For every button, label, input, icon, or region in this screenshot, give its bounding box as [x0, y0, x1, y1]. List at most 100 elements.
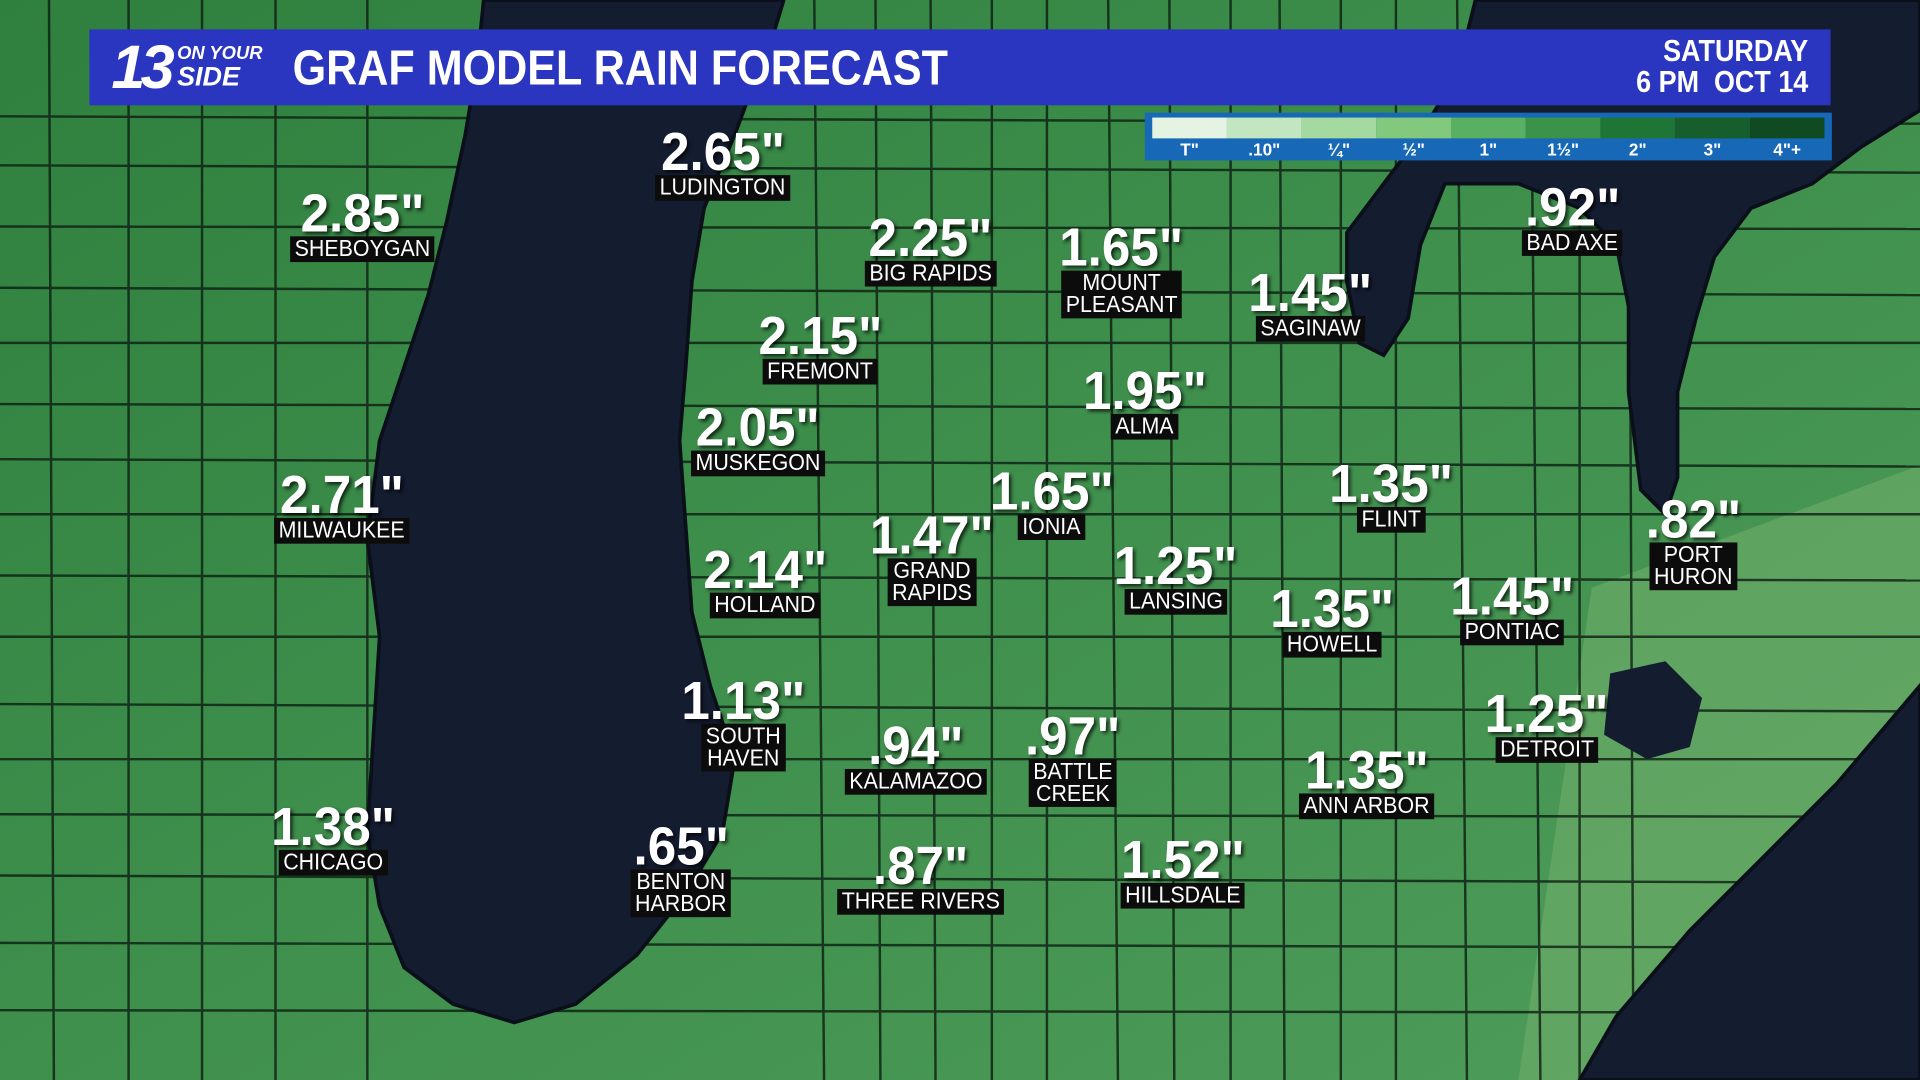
location-label: 1.45" SAGINAW	[1245, 263, 1375, 342]
city-name: SOUTH HAVEN	[701, 723, 786, 772]
legend-swatch	[1451, 117, 1526, 139]
rainfall-value: 2.14"	[703, 540, 828, 601]
legend-label: ½"	[1402, 139, 1425, 160]
rainfall-value: 1.25"	[1484, 684, 1609, 745]
lake-st-clair	[1604, 661, 1703, 760]
rainfall-value: .87"	[873, 836, 969, 897]
location-label: 1.35" FLINT	[1326, 454, 1456, 533]
rainfall-value: 1.35"	[1270, 579, 1395, 640]
logo-tagline: SIDE	[177, 61, 240, 92]
legend-swatch	[1376, 117, 1452, 139]
rainfall-value: 2.85"	[300, 183, 425, 244]
county-line	[0, 941, 1920, 949]
city-name: MILWAUKEE	[274, 517, 410, 544]
city-name: BENTON HARBOR	[630, 869, 732, 918]
city-name: IONIA	[1018, 514, 1086, 541]
location-label: 2.14" HOLLAND	[700, 540, 830, 619]
rain-legend: T" .10" ¼" ½" 1" 1½" 2" 3" 4"+	[1144, 112, 1832, 161]
city-name: BIG RAPIDS	[864, 260, 997, 287]
city-name: FLINT	[1356, 506, 1426, 533]
county-line	[0, 874, 1920, 885]
station-logo: 13 ON YOUR SIDE	[111, 34, 262, 100]
location-label: 1.45" PONTIAC	[1447, 570, 1577, 646]
county-line	[0, 702, 1920, 713]
rainfall-value: 1.13"	[681, 671, 806, 732]
city-name: DETROIT	[1495, 737, 1598, 763]
location-label: 1.35" HOWELL	[1267, 579, 1397, 658]
location-label: 1.38" CHICAGO	[268, 797, 398, 876]
rainfall-value: 2.15"	[758, 306, 883, 367]
logo-number: 13	[111, 33, 174, 102]
legend-label: 2"	[1628, 139, 1647, 160]
rainfall-value: .94"	[868, 716, 964, 777]
county-line	[0, 813, 1920, 818]
legend-swatch	[1226, 117, 1302, 139]
legend-swatch	[1525, 117, 1601, 139]
legend-label: T"	[1180, 139, 1199, 160]
county-line	[813, 0, 826, 1080]
rainfall-value: 1.47"	[869, 505, 994, 566]
city-name: MOUNT PLEASANT	[1061, 270, 1183, 319]
rainfall-value: 1.65"	[1059, 217, 1184, 278]
city-name: HOWELL	[1282, 631, 1382, 658]
rainfall-value: 2.71"	[279, 465, 404, 526]
location-label: 1.47" GRAND RAPIDS	[867, 505, 997, 607]
location-label: 2.25" BIG RAPIDS	[859, 211, 1002, 287]
city-name: CHICAGO	[278, 849, 388, 876]
location-label: 2.71" MILWAUKEE	[268, 465, 415, 544]
rainfall-value: 1.65"	[989, 461, 1114, 522]
location-label: .87" THREE RIVERS	[830, 836, 1012, 915]
location-label: 1.65" IONIA	[987, 461, 1117, 541]
city-name: PORT HURON	[1649, 542, 1738, 591]
rainfall-value: .65"	[633, 816, 729, 877]
city-name: SHEBOYGAN	[290, 236, 435, 263]
location-label: .82" PORT HURON	[1643, 489, 1743, 591]
location-label: .97" BATTLE CREEK	[1022, 710, 1122, 807]
county-line	[1278, 0, 1286, 1080]
location-label: 1.95" ALMA	[1080, 361, 1210, 440]
rainfall-value: 1.35"	[1329, 454, 1453, 515]
city-name: KALAMAZOO	[844, 768, 988, 795]
rainfall-value: .82"	[1645, 489, 1742, 550]
city-name: ANN ARBOR	[1298, 793, 1435, 820]
rainfall-value: .92"	[1524, 177, 1620, 238]
location-label: 1.35" ANN ARBOR	[1293, 744, 1440, 820]
legend-swatch	[1301, 117, 1377, 139]
city-name: BAD AXE	[1521, 230, 1623, 256]
legend-label: 1½"	[1547, 139, 1580, 160]
county-line	[0, 286, 1920, 297]
city-name: LUDINGTON	[655, 175, 790, 201]
location-label: .92" BAD AXE	[1518, 181, 1627, 256]
rainfall-value: 1.95"	[1082, 361, 1207, 422]
legend-swatch	[1600, 117, 1676, 139]
city-name: BATTLE CREEK	[1028, 759, 1117, 807]
city-name: PONTIAC	[1460, 619, 1565, 646]
city-name: HILLSDALE	[1120, 882, 1246, 909]
rainfall-value: 1.45"	[1248, 263, 1373, 324]
city-name: ALMA	[1111, 413, 1179, 440]
legend-swatch	[1152, 117, 1227, 139]
rainfall-value: 2.65"	[660, 122, 785, 183]
location-label: 1.65" MOUNT PLEASANT	[1056, 217, 1187, 319]
city-name: HOLLAND	[710, 592, 821, 619]
location-label: 2.15" FREMONT	[755, 306, 885, 385]
location-label: 1.25" LANSING	[1110, 536, 1240, 615]
county-line	[0, 1008, 1920, 1014]
city-name: MUSKEGON	[691, 450, 825, 477]
city-name: SAGINAW	[1255, 315, 1365, 342]
forecast-date: 6 PM OCT 14	[1636, 64, 1809, 100]
legend-color-bar	[1152, 117, 1825, 139]
city-name: FREMONT	[762, 358, 878, 385]
legend-label: .10"	[1248, 139, 1281, 160]
legend-label: 3"	[1703, 139, 1722, 160]
legend-swatch	[1749, 117, 1825, 139]
rainfall-value: 1.38"	[271, 797, 396, 858]
city-name: THREE RIVERS	[837, 888, 1005, 915]
city-name: LANSING	[1124, 588, 1227, 615]
rainfall-value: 1.25"	[1113, 536, 1238, 597]
location-label: 2.85" SHEBOYGAN	[284, 183, 441, 263]
rainfall-value: 1.52"	[1120, 830, 1245, 891]
header-bar: 13 ON YOUR SIDE GRAF MODEL RAIN FORECAST…	[89, 29, 1831, 106]
logo-tagline: ON YOUR	[177, 42, 263, 64]
